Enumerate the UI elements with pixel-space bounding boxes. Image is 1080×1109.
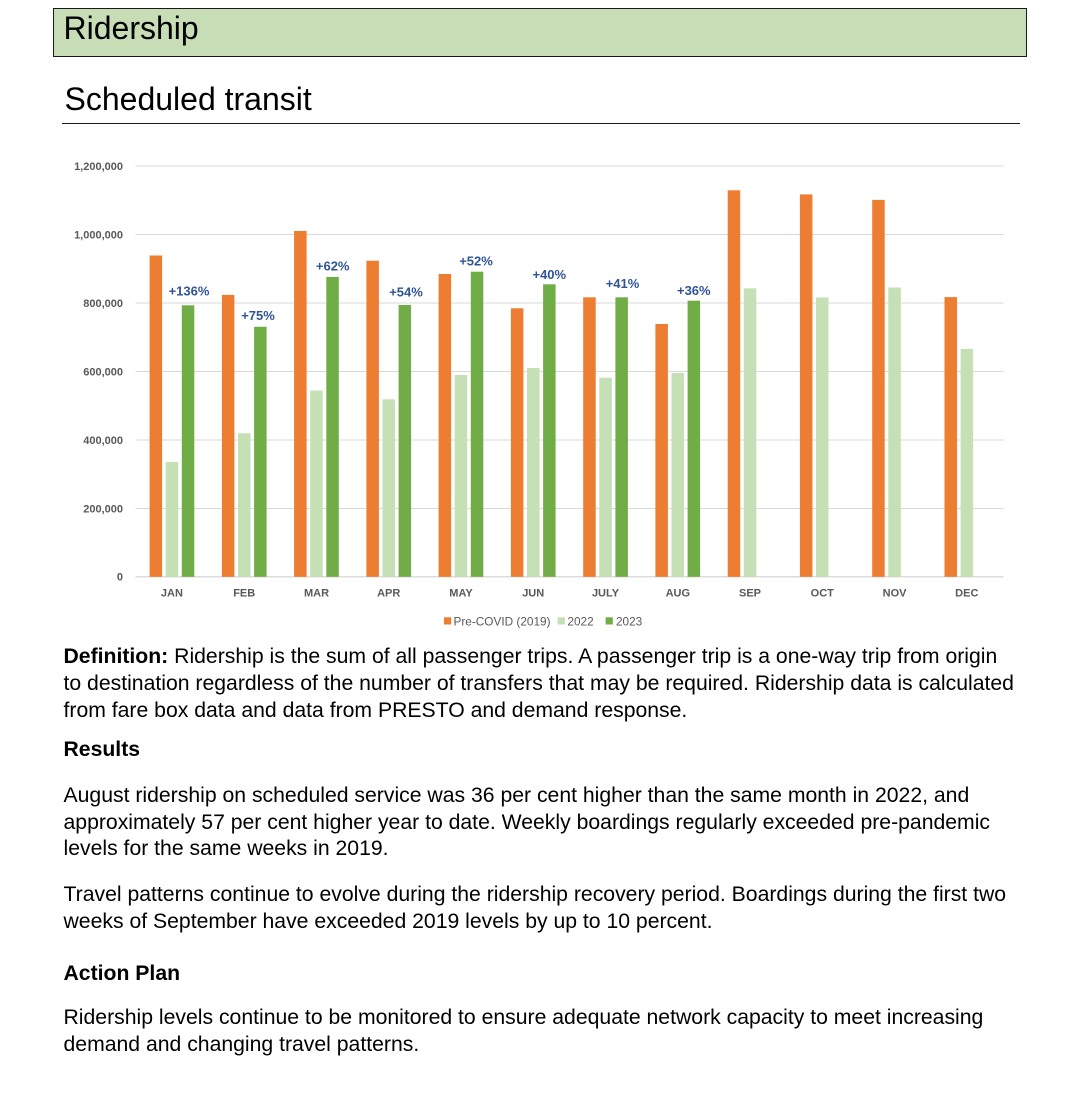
svg-text:600,000: 600,000 <box>83 366 123 378</box>
svg-text:+136%: +136% <box>169 284 210 299</box>
svg-text:0: 0 <box>117 572 123 584</box>
svg-text:+52%: +52% <box>459 254 493 269</box>
svg-text:AUG: AUG <box>666 588 690 600</box>
svg-text:1,200,000: 1,200,000 <box>74 161 123 173</box>
svg-text:MAY: MAY <box>449 588 473 600</box>
svg-text:+40%: +40% <box>532 267 566 282</box>
svg-text:JULY: JULY <box>592 588 620 600</box>
svg-text:JUN: JUN <box>522 588 544 600</box>
svg-text:APR: APR <box>377 588 400 600</box>
svg-text:1,000,000: 1,000,000 <box>74 229 123 241</box>
svg-text:OCT: OCT <box>811 588 835 600</box>
svg-text:SEP: SEP <box>739 588 761 600</box>
svg-text:FEB: FEB <box>233 588 255 600</box>
svg-text:+36%: +36% <box>677 283 711 298</box>
svg-text:NOV: NOV <box>883 588 908 600</box>
svg-text:JAN: JAN <box>161 588 183 600</box>
svg-text:2023: 2023 <box>616 615 643 629</box>
svg-text:800,000: 800,000 <box>83 298 123 310</box>
svg-text:Pre-COVID (2019): Pre-COVID (2019) <box>454 615 551 629</box>
svg-text:200,000: 200,000 <box>83 503 123 515</box>
svg-text:+54%: +54% <box>389 284 423 299</box>
svg-text:MAR: MAR <box>304 588 329 600</box>
svg-text:+62%: +62% <box>316 259 350 274</box>
svg-text:+41%: +41% <box>606 276 640 291</box>
svg-text:2022: 2022 <box>567 615 593 629</box>
svg-text:+75%: +75% <box>241 308 275 323</box>
svg-text:400,000: 400,000 <box>83 435 123 447</box>
svg-text:DEC: DEC <box>955 588 978 600</box>
